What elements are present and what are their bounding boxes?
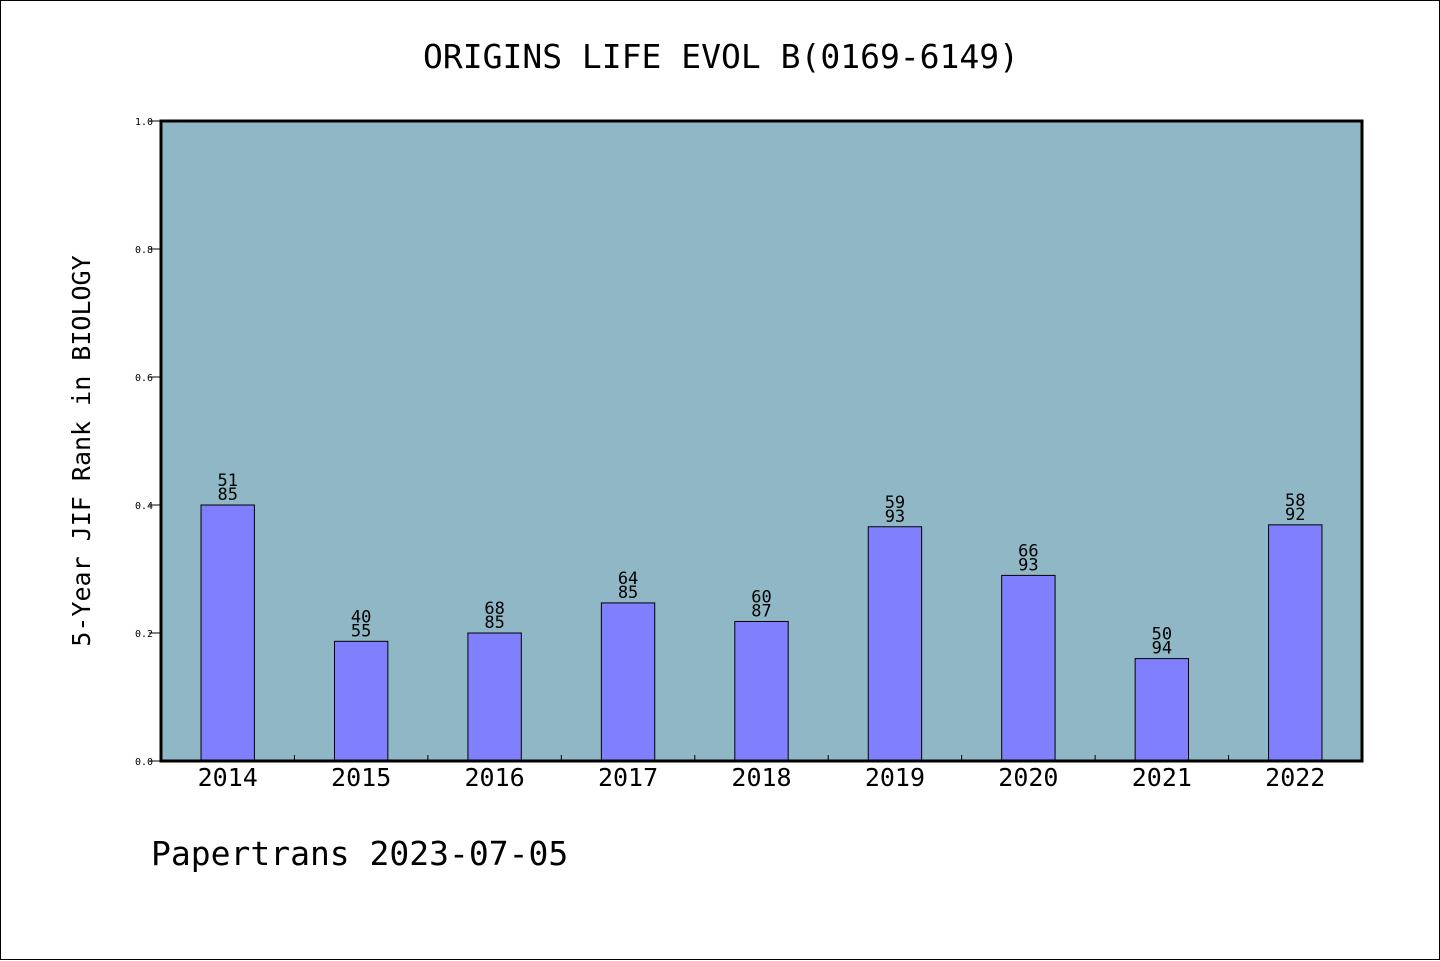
bar-label-bottom: 93 — [1018, 555, 1038, 575]
bar-label-bottom: 85 — [217, 485, 237, 505]
x-tick-label: 2017 — [598, 763, 658, 792]
y-tick-label: 0.6 — [135, 373, 153, 384]
x-tick-label: 2018 — [731, 763, 791, 792]
bar-2022 — [1268, 524, 1323, 762]
bar-2017 — [600, 602, 656, 762]
bar-label-top: 40 — [351, 607, 371, 627]
bar-label-bottom: 85 — [618, 583, 638, 603]
bar-2018 — [734, 620, 789, 762]
bars-group — [200, 504, 1323, 762]
bar-label-bottom: 87 — [751, 601, 771, 621]
bar-2020 — [1001, 574, 1056, 762]
bar-label-top: 68 — [484, 599, 504, 619]
y-tick-label: 0.0 — [135, 757, 153, 768]
y-axis: 0.0 0.2 0.4 0.6 0.8 1.0 — [135, 117, 161, 768]
x-axis: 2014 2015 2016 2017 2018 2019 2020 2021 2022 — [198, 755, 1325, 792]
bar-label-top: 51 — [217, 471, 237, 491]
x-tick-label: 2020 — [998, 763, 1058, 792]
bar-2016 — [467, 632, 522, 762]
bar-label-bottom: 94 — [1152, 639, 1172, 659]
bar-label-top: 59 — [885, 493, 905, 513]
y-tick-label: 0.4 — [135, 501, 153, 512]
chart-title: ORIGINS LIFE EVOL B(0169-6149) — [423, 37, 1019, 76]
bar-label-top: 50 — [1152, 625, 1172, 645]
bar-2021 — [1134, 658, 1190, 762]
bar-label-bottom: 92 — [1285, 505, 1305, 525]
bar-2019 — [867, 526, 923, 762]
x-tick-label: 2022 — [1265, 763, 1325, 792]
plot-border — [159, 119, 1364, 763]
x-tick-label: 2021 — [1132, 763, 1192, 792]
bar-label-bottom: 93 — [885, 507, 905, 527]
y-tick-label: 0.2 — [135, 629, 153, 640]
bar-label-bottom: 85 — [484, 613, 504, 633]
x-tick-label: 2015 — [331, 763, 391, 792]
bar-label-top: 60 — [751, 587, 771, 607]
bar-label-top: 64 — [618, 569, 638, 589]
x-tick-label: 2016 — [465, 763, 525, 792]
x-tick-label: 2014 — [198, 763, 258, 792]
y-tick-label: 0.8 — [135, 245, 153, 256]
x-tick-label: 2019 — [865, 763, 925, 792]
bar-2014 — [200, 504, 255, 762]
bar-label-bottom: 55 — [351, 621, 371, 641]
footer-text: Papertrans 2023-07-05 — [151, 834, 568, 873]
bar-label-top: 58 — [1285, 491, 1305, 511]
bar-label-top: 66 — [1018, 541, 1038, 561]
y-tick-label: 1.0 — [135, 117, 153, 128]
bar-2015 — [333, 640, 389, 762]
y-axis-label: 5-Year JIF Rank in BIOLOGY — [67, 255, 96, 646]
